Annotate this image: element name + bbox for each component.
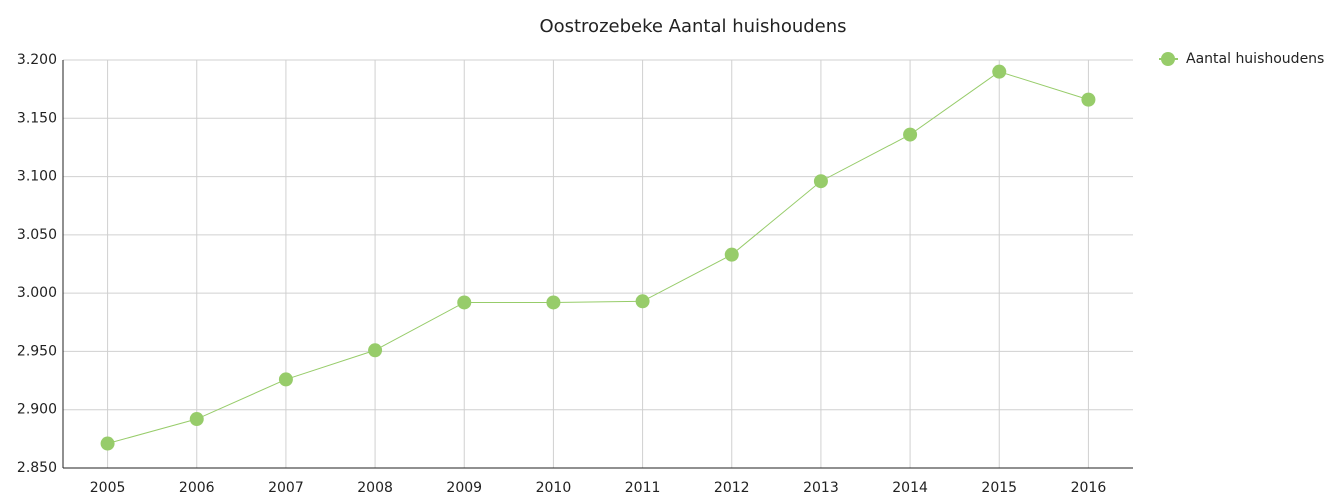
x-tick-label: 2014 — [892, 480, 928, 496]
y-tick-label: 3.200 — [17, 52, 57, 68]
y-tick-label: 2.950 — [17, 343, 57, 359]
y-tick-label: 3.000 — [17, 285, 57, 301]
x-tick-label: 2015 — [981, 480, 1017, 496]
y-tick-label: 3.150 — [17, 110, 57, 126]
chart-title: Oostrozebeke Aantal huishoudens — [539, 16, 846, 37]
y-tick-label: 2.850 — [17, 460, 57, 476]
data-point — [546, 295, 561, 310]
data-point — [903, 127, 918, 142]
data-point — [635, 294, 650, 309]
y-tick-label: 3.050 — [17, 227, 57, 243]
legend-label: Aantal huishoudens — [1186, 51, 1324, 67]
x-tick-label: 2010 — [536, 480, 572, 496]
x-tick-label: 2006 — [179, 480, 215, 496]
data-point — [724, 247, 739, 262]
x-tick-label: 2009 — [446, 480, 482, 496]
x-tick-label: 2011 — [625, 480, 661, 496]
x-tick-label: 2008 — [357, 480, 393, 496]
x-tick-label: 2007 — [268, 480, 304, 496]
x-tick-label: 2013 — [803, 480, 839, 496]
data-point — [278, 372, 293, 387]
x-tick-label: 2016 — [1071, 480, 1107, 496]
data-point — [813, 174, 828, 189]
legend-marker — [1161, 52, 1175, 66]
data-point — [457, 295, 472, 310]
data-point — [1081, 92, 1096, 107]
data-point — [100, 436, 115, 451]
data-point — [189, 412, 204, 427]
y-tick-label: 2.900 — [17, 402, 57, 418]
y-tick-label: 3.100 — [17, 169, 57, 185]
x-tick-label: 2005 — [90, 480, 126, 496]
series-line — [107, 71, 1089, 445]
x-tick-label: 2012 — [714, 480, 750, 496]
data-point — [992, 64, 1007, 79]
data-point — [368, 343, 383, 358]
